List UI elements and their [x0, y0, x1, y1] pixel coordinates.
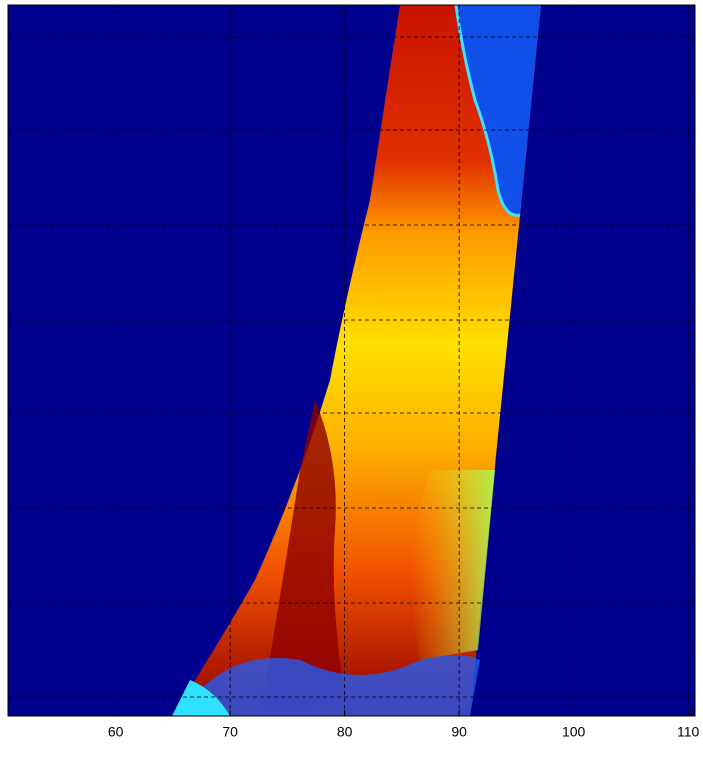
- x-tick-label: 80: [337, 724, 353, 740]
- x-tick-label: 60: [108, 724, 124, 740]
- x-tick-label: 110: [677, 724, 700, 740]
- page: 60708090100110 (() => { const data = JSO…: [0, 0, 703, 765]
- x-tick-label: 70: [222, 724, 238, 740]
- chart: 60 70 80 90 100 110: [0, 0, 703, 765]
- x-tick-label: 100: [562, 724, 586, 740]
- x-tick-label: 90: [451, 724, 467, 740]
